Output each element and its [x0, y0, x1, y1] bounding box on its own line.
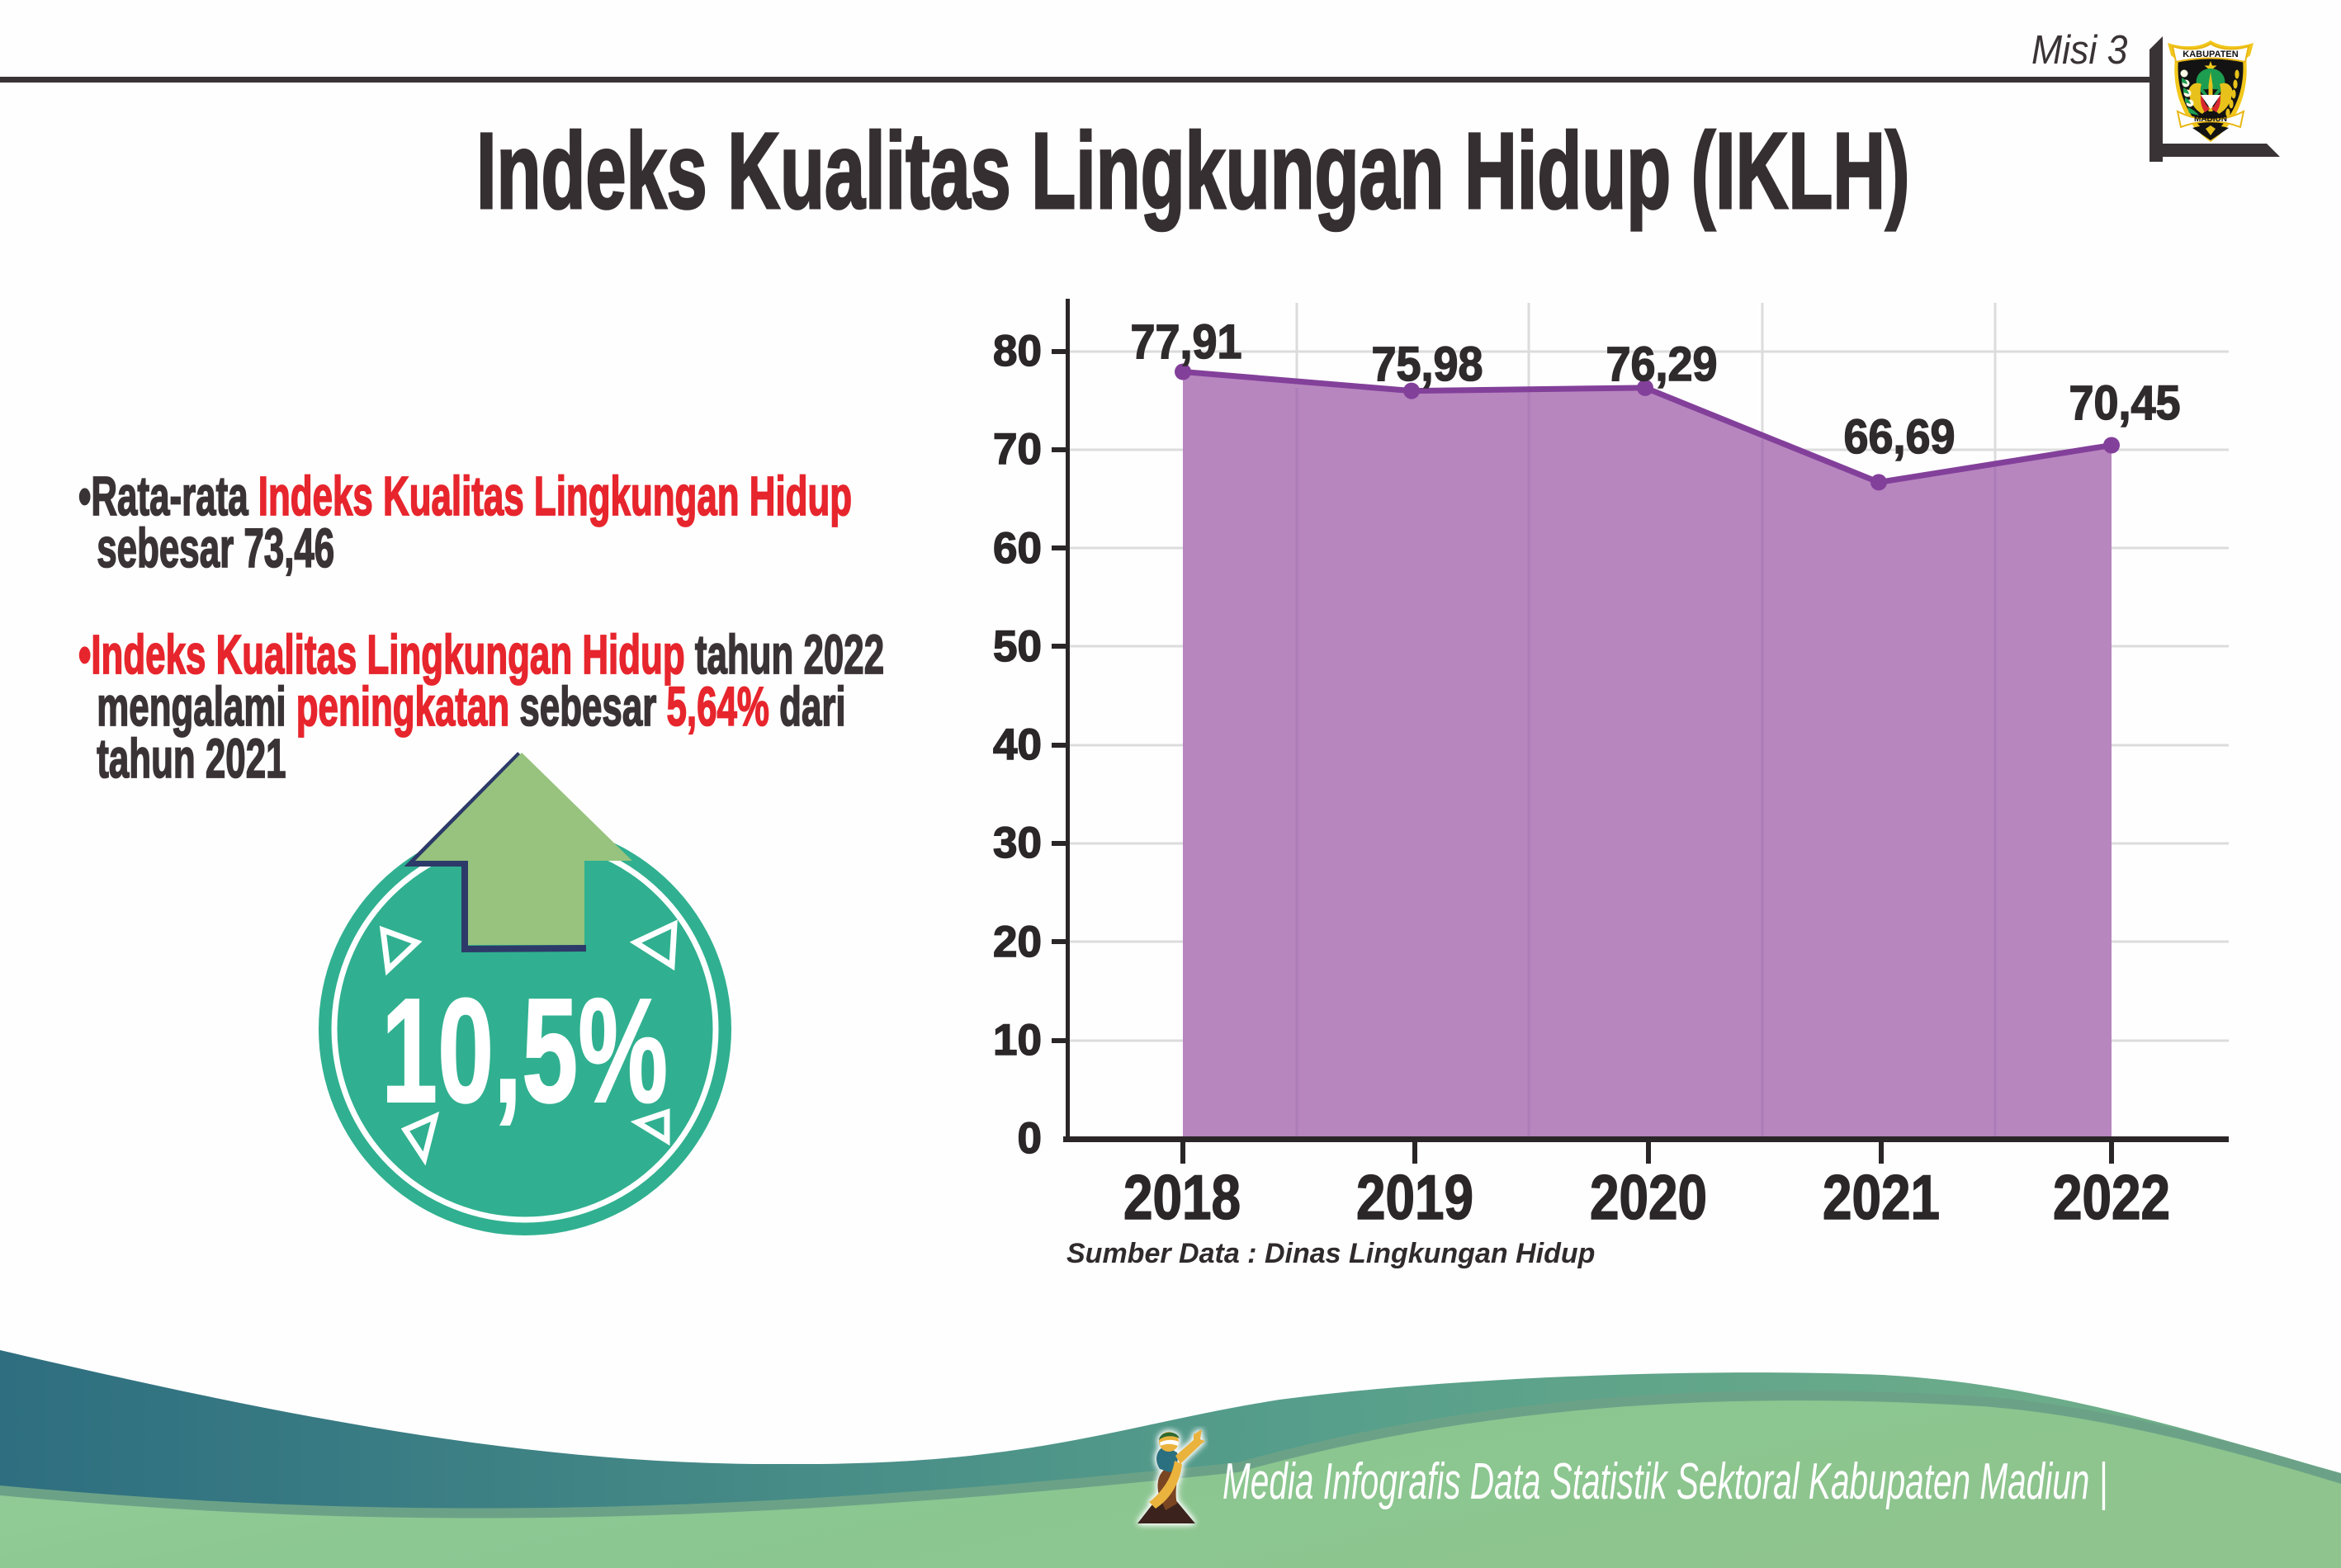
svg-text:MADIUN: MADIUN [2194, 115, 2227, 124]
svg-text:KABUPATEN: KABUPATEN [2183, 50, 2238, 59]
